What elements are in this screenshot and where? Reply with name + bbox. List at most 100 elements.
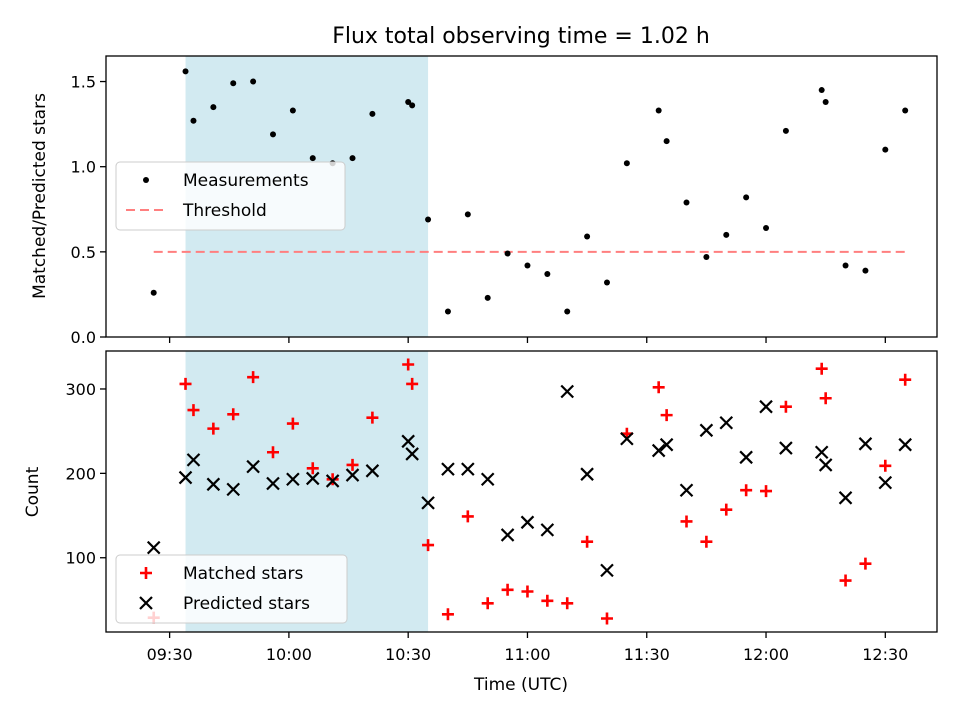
predicted-point [178, 470, 193, 485]
predicted-point [246, 459, 260, 474]
measurement-point [190, 117, 197, 124]
legend: Matched stars Predicted stars [115, 554, 348, 624]
matched-point [600, 612, 613, 625]
x-tick-label: 11:30 [624, 645, 670, 664]
predicted-point [401, 434, 415, 449]
matched-point [306, 462, 319, 475]
predicted-point [739, 450, 753, 465]
matched-point [441, 608, 454, 621]
legend-box [115, 554, 348, 624]
legend-label: Matched stars [183, 564, 303, 584]
y-axis-label-ratio: Matched/Predicted stars [30, 93, 50, 299]
x-axis-label: Time (UTC) [473, 675, 568, 695]
matched-point [207, 422, 220, 435]
measurement-point [818, 87, 825, 94]
predicted-point [305, 471, 320, 486]
matched-point [779, 400, 792, 413]
matched-point [839, 574, 852, 587]
predicted-point [325, 474, 340, 488]
measurement-point [544, 270, 551, 277]
predicted-point [679, 483, 694, 498]
predicted-point [226, 482, 241, 497]
measurement-point [464, 211, 471, 218]
measurement-point [484, 294, 491, 301]
predicted-point [520, 515, 535, 530]
predicted-point [365, 464, 380, 478]
measurement-point [349, 155, 356, 162]
measurement-point [723, 231, 730, 238]
predicted-point [699, 423, 714, 438]
matched-point [406, 377, 419, 390]
measurement-point [902, 107, 909, 114]
measurement-point [822, 98, 829, 105]
chart-title: Flux total observing time = 1.02 h [332, 24, 710, 49]
legend-marker-x [139, 596, 153, 610]
measurement-point [409, 102, 416, 109]
matched-point [581, 535, 594, 548]
measurement-point [269, 131, 276, 138]
predicted-point [779, 441, 793, 455]
x-tick-label: 10:00 [266, 645, 312, 664]
ratio-panel: 0.0 0.5 1.0 1.5 Measurements Threshold [71, 55, 938, 347]
matched-point [561, 597, 574, 610]
predicted-point [858, 437, 873, 451]
matched-point [521, 585, 534, 598]
legend-label: Threshold [182, 201, 267, 221]
measurement-point [663, 138, 670, 145]
matched-point [859, 557, 872, 570]
matched-point [366, 411, 379, 424]
measurement-point [230, 80, 237, 87]
predicted-point [719, 415, 734, 430]
matched-point [819, 392, 832, 405]
predicted-point [580, 467, 594, 481]
predicted-point [500, 528, 515, 542]
matched-point [652, 381, 665, 394]
y-axis-label-count: Count [23, 466, 43, 517]
predicted-point [146, 540, 161, 555]
matched-point [179, 377, 192, 390]
measurement-point [369, 110, 376, 117]
x-tick-label: 11:00 [504, 645, 550, 664]
measurement-point [405, 98, 412, 105]
legend-label: Measurements [183, 171, 309, 191]
legend-box [115, 161, 346, 231]
y-tick-label: 1.0 [71, 158, 96, 177]
measurement-point [655, 107, 662, 114]
matched-point [720, 503, 733, 516]
measurement-point [444, 308, 451, 315]
y-tick-label: 1.5 [71, 73, 96, 92]
matched-point [422, 539, 435, 552]
predicted-point [818, 458, 833, 472]
matched-point [346, 458, 359, 471]
measurement-point [763, 225, 770, 232]
predicted-point [206, 477, 221, 492]
predicted-point [659, 437, 674, 452]
matched-point [760, 485, 773, 498]
matched-point [481, 597, 494, 610]
matched-point [247, 371, 260, 384]
axes-frame [105, 350, 938, 633]
legend-marker-dot [143, 177, 149, 183]
matched-point [227, 408, 240, 421]
predicted-point [651, 443, 666, 458]
measurement-point [309, 155, 316, 162]
predicted-point [405, 447, 419, 461]
matched-point [326, 473, 339, 486]
y-tick-label: 100 [65, 549, 96, 568]
measurement-point [504, 250, 511, 257]
matched-point [700, 535, 713, 548]
predicted-point [759, 399, 773, 414]
predicted-point [345, 468, 360, 482]
matched-point [266, 446, 279, 459]
measurement-point [210, 104, 217, 111]
measurement-point [182, 68, 189, 75]
x-tick-label: 12:00 [743, 645, 789, 664]
measurement-point [524, 262, 531, 269]
predicted-point [286, 472, 300, 487]
predicted-point [480, 472, 495, 487]
measurement-point [289, 107, 296, 114]
matched-point [680, 515, 693, 528]
measurement-point [862, 267, 869, 274]
predicted-point [814, 445, 829, 460]
measurement-point [703, 253, 710, 260]
